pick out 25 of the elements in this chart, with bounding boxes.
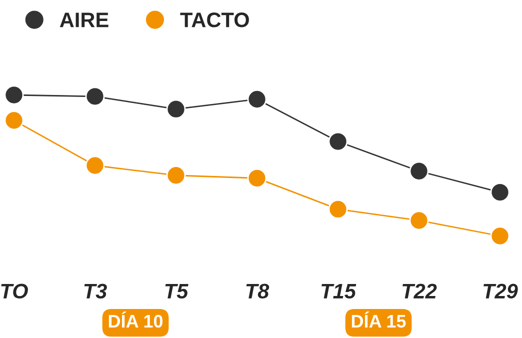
point — [85, 156, 105, 176]
x-tick-label: T5 — [165, 284, 188, 299]
point — [85, 86, 105, 106]
point — [4, 110, 24, 130]
text: DÍA 15 — [352, 311, 406, 328]
text: DÍA 10 — [108, 311, 163, 328]
x-tick-label: T3 — [84, 284, 107, 299]
point — [409, 210, 429, 230]
point — [166, 99, 186, 119]
point — [247, 168, 267, 188]
point — [490, 226, 510, 246]
x-tick-label: TO — [1, 284, 28, 299]
x-tick-label: T29 — [484, 284, 518, 299]
legend-label: TACTO — [180, 12, 249, 28]
point — [166, 166, 186, 186]
point — [328, 132, 348, 152]
point — [409, 161, 429, 181]
x-tick-label: T22 — [402, 284, 437, 298]
legend-label: AIRE — [60, 12, 108, 28]
point — [328, 199, 348, 219]
point — [247, 90, 267, 109]
x-tick-label: T15 — [322, 284, 356, 299]
point — [4, 85, 24, 105]
x-tick-label: T8 — [246, 284, 270, 299]
point — [490, 182, 510, 202]
